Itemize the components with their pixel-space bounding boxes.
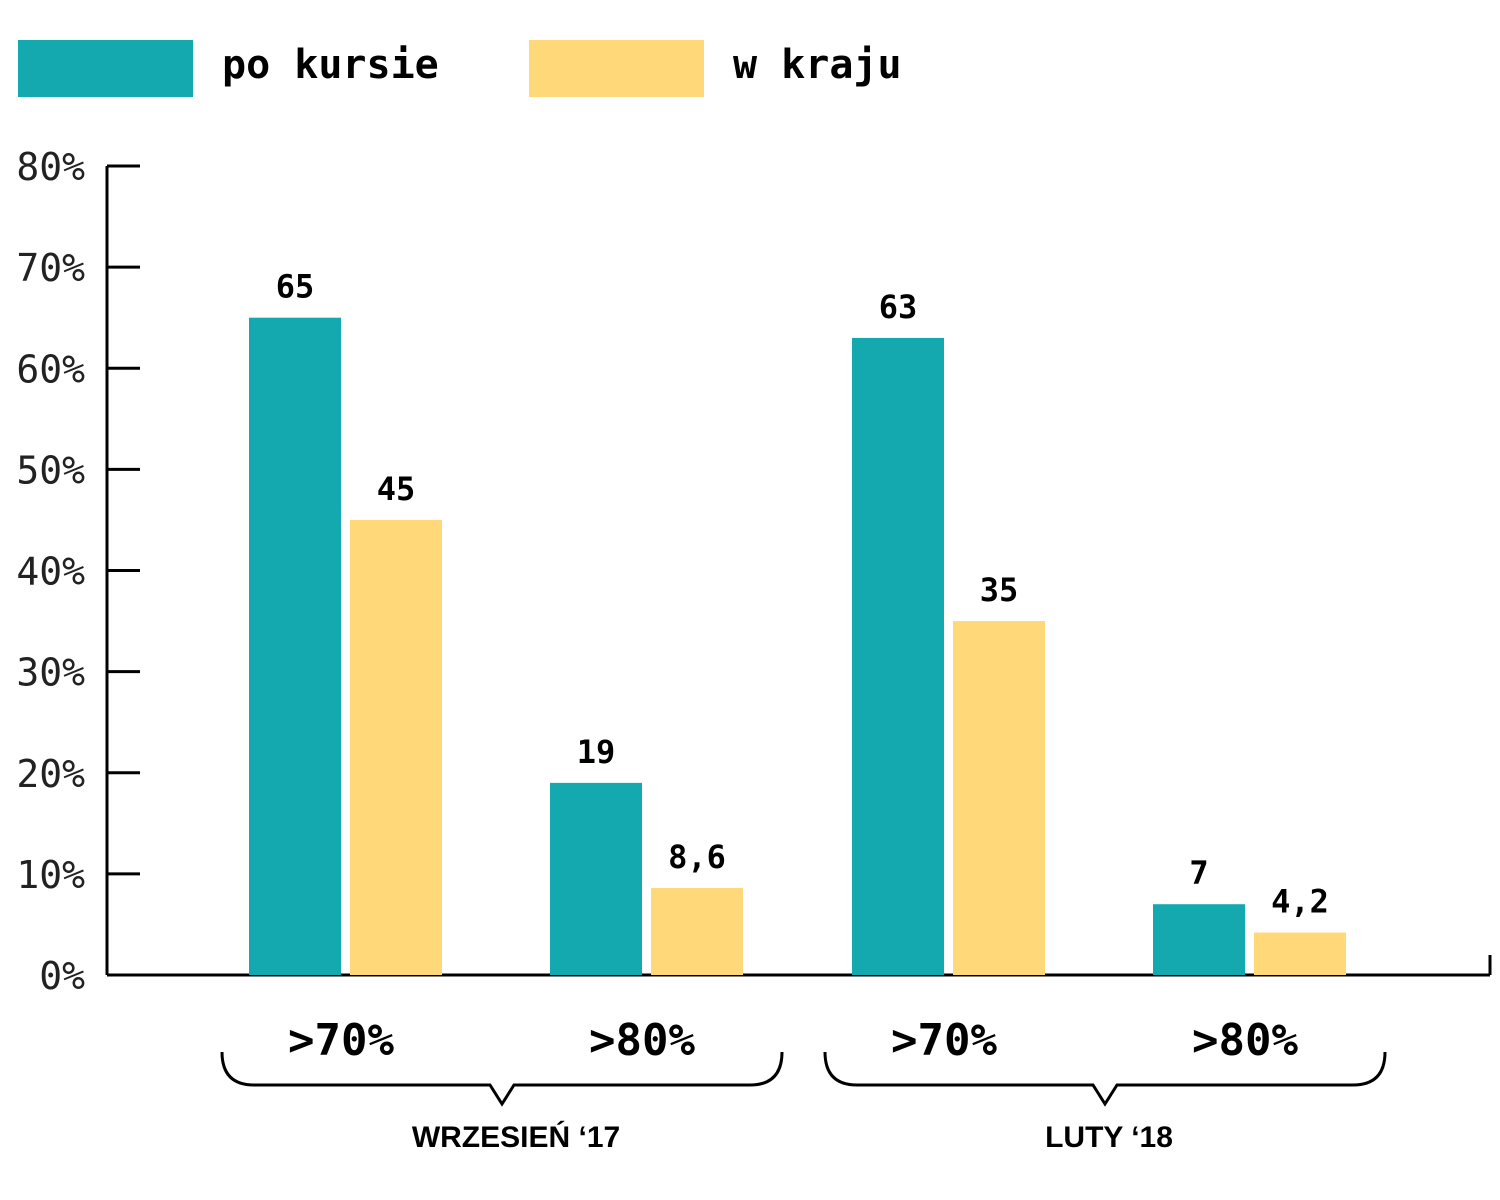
x-axis-labels: >70% >80% >70% >80% WRZESIEŃ ‘17 LUTY ‘18: [220, 1015, 1387, 1154]
group-label: WRZESIEŃ ‘17: [412, 1120, 620, 1154]
y-tick-label: 80%: [16, 145, 85, 189]
group-label: LUTY ‘18: [1045, 1121, 1173, 1154]
x-category-label: >80%: [589, 1015, 695, 1066]
y-tick-label: 60%: [16, 347, 85, 391]
bar-w-kraju-2: [651, 888, 743, 975]
bar-value-label: 45: [377, 470, 416, 508]
x-category-label: >80%: [1192, 1015, 1298, 1066]
legend-label-2: w kraju: [733, 42, 902, 88]
y-tick-label: 0%: [39, 954, 85, 998]
y-tick-label: 20%: [16, 752, 85, 796]
legend: po kursie w kraju: [18, 40, 902, 97]
x-category-label: >70%: [891, 1015, 997, 1066]
x-category-label: >70%: [288, 1015, 394, 1066]
bar-value-label: 4,2: [1271, 883, 1329, 921]
bar-value-label: 8,6: [668, 838, 726, 876]
bar-po-kursie-4: [1153, 904, 1245, 975]
bar-w-kraju-1: [350, 519, 442, 975]
bar-w-kraju-3: [953, 621, 1045, 975]
bar-value-label: 65: [276, 268, 315, 306]
axes: 0% 10% 20% 30% 40% 50% 60% 70% 80%: [16, 145, 1492, 998]
bar-value-label: 7: [1189, 854, 1208, 892]
group-brace-1: [220, 1051, 784, 1107]
legend-swatch-1: [18, 40, 193, 97]
bars: 65 45 19 8,6 63 35 7 4,2: [249, 268, 1346, 976]
y-tick-label: 50%: [16, 448, 85, 492]
bar-value-label: 19: [577, 733, 616, 771]
y-tick-label: 10%: [16, 853, 85, 897]
group-brace-2: [823, 1051, 1387, 1107]
bar-w-kraju-4: [1254, 932, 1346, 975]
bar-value-label: 63: [879, 288, 918, 326]
legend-label-1: po kursie: [222, 42, 439, 88]
y-tick-label: 40%: [16, 550, 85, 594]
y-tick-label: 30%: [16, 651, 85, 695]
legend-swatch-2: [529, 40, 704, 97]
y-tick-label: 70%: [16, 246, 85, 290]
bar-po-kursie-3: [852, 337, 944, 976]
bar-value-label: 35: [980, 571, 1019, 609]
bar-po-kursie-2: [550, 782, 642, 975]
bar-po-kursie-1: [249, 317, 341, 975]
